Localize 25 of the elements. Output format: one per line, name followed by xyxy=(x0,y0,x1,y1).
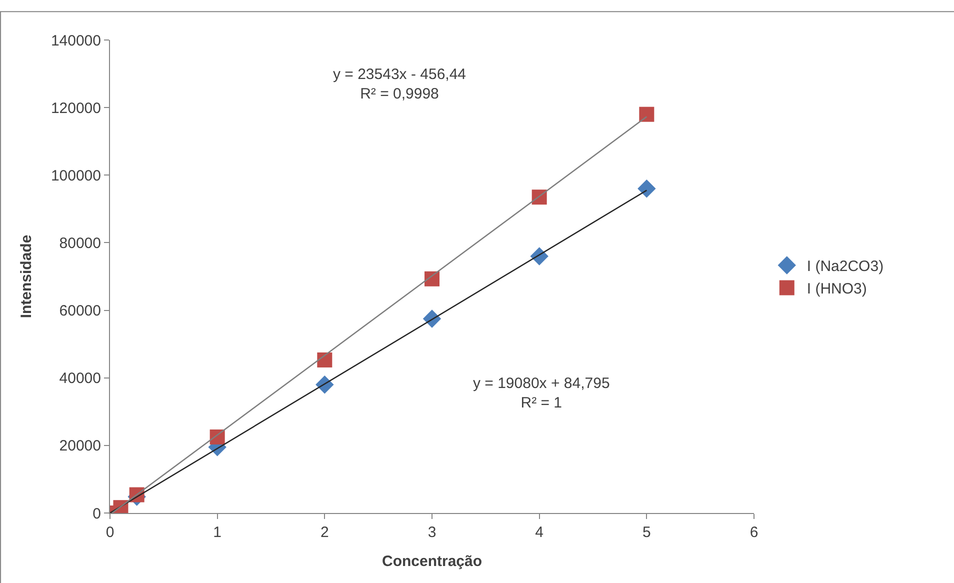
point xyxy=(424,271,440,286)
x-tick-label: 5 xyxy=(642,524,651,541)
y-tick-label: 20000 xyxy=(59,438,101,455)
x-tick-label: 6 xyxy=(750,524,758,541)
legend-label: I (HNO3) xyxy=(806,280,867,298)
x-tick-label: 0 xyxy=(106,524,114,541)
x-tick-label: 3 xyxy=(428,524,436,541)
y-axis-title: Intensidade xyxy=(18,234,36,318)
x-tick-label: 2 xyxy=(320,524,329,541)
y-tick-label: 120000 xyxy=(50,100,101,117)
y-tick-label: 100000 xyxy=(50,167,101,184)
annotation: y = 23543x - 456,44 R² = 0,9998 xyxy=(333,66,466,102)
y-tick-label: 40000 xyxy=(59,370,101,388)
y-tick-label: 80000 xyxy=(59,234,101,252)
x-axis-title: Concentração xyxy=(382,553,482,570)
point xyxy=(317,352,332,368)
y-tick-label: 0 xyxy=(92,505,101,522)
legend-label: I (Na2CO3) xyxy=(806,258,884,276)
point xyxy=(638,180,656,198)
x-tick-label: 1 xyxy=(213,524,222,541)
y-tick-label: 140000 xyxy=(50,32,101,50)
annotation: y = 19080x + 84,795 R² = 1 xyxy=(473,375,610,412)
point xyxy=(639,106,654,122)
y-tick-label: 60000 xyxy=(59,302,101,320)
x-tick-label: 4 xyxy=(535,524,544,541)
